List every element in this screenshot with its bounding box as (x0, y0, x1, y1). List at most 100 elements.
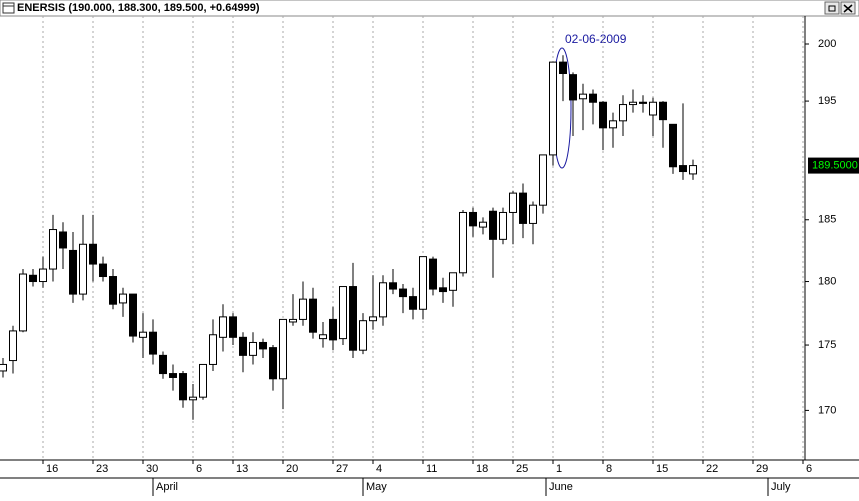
candle-body (619, 104, 627, 122)
x-tick-label: 20 (286, 463, 298, 475)
candle-body (229, 316, 237, 338)
candle-body (509, 192, 517, 213)
close-icon (843, 4, 853, 13)
candle-body (39, 268, 47, 283)
y-tick-label: 175 (818, 339, 836, 351)
candle-body (129, 293, 137, 337)
candle-body (359, 320, 367, 351)
x-tick-label: 6 (806, 463, 812, 475)
candle-body (669, 123, 677, 168)
candle-body (149, 331, 157, 355)
x-tick-label: 6 (196, 463, 202, 475)
month-label: July (771, 481, 791, 493)
x-tick-label: 27 (336, 463, 348, 475)
x-tick-label: 4 (376, 463, 382, 475)
title-bar (0, 0, 859, 17)
candle-body (639, 101, 647, 104)
candle-body (389, 282, 397, 290)
candle-body (659, 101, 667, 121)
candle-body (169, 373, 177, 378)
candle-body (19, 273, 27, 332)
candle-body (439, 287, 447, 293)
candle-body (69, 249, 77, 295)
x-tick-label: 11 (426, 463, 437, 475)
candle-body (119, 293, 127, 304)
restore-button[interactable] (824, 1, 840, 15)
restore-icon (828, 5, 836, 12)
x-tick-label: 29 (756, 463, 768, 475)
candle-body (49, 229, 57, 270)
x-tick-label: 1 (556, 463, 562, 475)
candle-body (429, 258, 437, 290)
candle-body (589, 93, 597, 103)
candle-body (569, 74, 577, 101)
candle-body (269, 347, 277, 380)
candle-body (299, 298, 307, 320)
candle-body (319, 334, 327, 340)
candle-body (59, 231, 67, 249)
month-label: April (156, 481, 178, 493)
candle-body (529, 204, 537, 224)
candle-body (689, 165, 697, 175)
y-tick-label: 195 (818, 95, 836, 107)
candle-body (289, 318, 297, 323)
candle-body (139, 331, 147, 338)
candle-body (449, 272, 457, 291)
candle-body (209, 334, 217, 365)
last-price-label: 189.5000 (812, 159, 858, 171)
y-tick-label: 200 (818, 38, 836, 50)
candle-body (179, 373, 187, 401)
month-label: June (549, 481, 573, 493)
chart-title: ENERSIS (190.000, 188.300, 189.500, +0.6… (17, 2, 260, 14)
candle-body (489, 210, 497, 240)
candle-body (409, 296, 417, 310)
candle-body (29, 274, 37, 283)
candle-body (379, 282, 387, 318)
candle-body (89, 243, 97, 265)
y-tick-label: 180 (818, 275, 836, 287)
candle-body (459, 211, 467, 274)
candle-body (189, 396, 197, 401)
x-tick-label: 25 (516, 463, 528, 475)
candle-body (9, 330, 17, 362)
candle-body (539, 154, 547, 206)
candle-body (549, 61, 557, 156)
window-icon (2, 2, 15, 14)
candle-body (649, 101, 657, 116)
candle-body (249, 341, 257, 356)
x-tick-label: 18 (476, 463, 488, 475)
candle-body (109, 276, 117, 305)
x-tick-label: 23 (96, 463, 108, 475)
candle-body (579, 93, 587, 100)
candle-body (99, 263, 107, 278)
candle-body (329, 318, 337, 341)
x-tick-label: 30 (146, 463, 158, 475)
candle-body (159, 354, 167, 375)
annotation-text: 02-06-2009 (565, 32, 627, 46)
candle-body (79, 243, 87, 295)
candle-body (609, 120, 617, 129)
candle-body (469, 211, 477, 227)
candle-body (199, 363, 207, 398)
x-tick-label: 16 (46, 463, 58, 475)
y-tick-label: 170 (818, 404, 836, 416)
candle-body (499, 211, 507, 240)
candle-body (279, 318, 287, 380)
candle-body (0, 363, 7, 372)
x-tick-label: 13 (236, 463, 248, 475)
candle-body (339, 286, 347, 340)
candle-body (419, 256, 427, 310)
candle-body (629, 101, 637, 106)
y-tick-label: 185 (818, 214, 836, 226)
candle-body (309, 298, 317, 333)
candle-body (479, 221, 487, 228)
candle-body (349, 286, 357, 351)
candle-body (239, 336, 247, 356)
candle-body (559, 61, 567, 75)
candle-body (679, 165, 687, 173)
last-price-tag (808, 157, 859, 174)
month-label: May (366, 481, 387, 493)
x-tick-label: 8 (606, 463, 612, 475)
